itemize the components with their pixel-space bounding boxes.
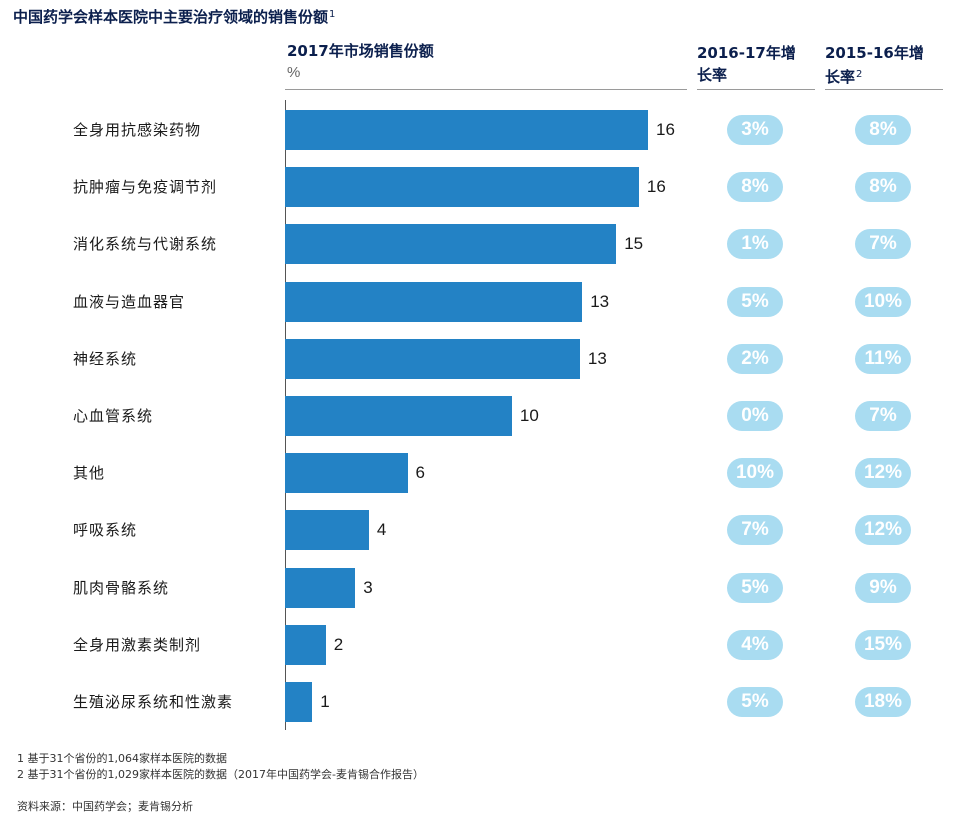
growth-2015-16-pill: 12% [855,458,911,489]
bar-value-label: 6 [415,463,425,483]
bar-value-label: 16 [656,120,675,139]
growth-2016-17-pill: 4% [727,629,783,660]
bar [285,453,408,494]
growth-2016-17-pill: 0% [727,401,783,431]
bar-value-label: 13 [587,348,607,368]
growth-2015-16-pill: 12% [855,515,911,546]
growth-2016-17-pill: 8% [727,172,783,203]
source-note: 资料来源：中国药学会；麦肯锡分析 [17,800,193,813]
growth-2015-16-pill: 8% [855,115,911,145]
growth-2015-16-pill: 10% [855,286,911,317]
category-label: 全身用激素类制剂 [73,635,202,654]
growth-2016-17-pill: 5% [727,286,783,317]
growth-2015-16-pill: 18% [855,687,911,717]
bar-value-label: 2 [333,634,344,654]
bar [285,567,356,608]
bar [285,682,313,722]
category-label: 呼吸系统 [73,521,138,540]
chart-title: 中国药学会样本医院中主要治疗领域的销售份额1 [13,8,336,26]
growth-2016-17-pill: 3% [727,115,783,145]
bar [285,224,617,265]
growth-2016-17-pill: 5% [727,572,783,603]
bar-value-label: 1 [320,692,330,711]
bar-value-label: 13 [590,291,610,311]
share-header-rule [285,89,687,90]
share-column-header: 2017年市场销售份额 [287,42,434,60]
footnote-1: 1 基于31个省份的1,064家样本医院的数据 [17,752,227,765]
bar [285,167,639,208]
bar-value-label: 10 [519,406,539,425]
bar [285,110,648,150]
bar-value-label: 15 [624,234,644,254]
category-label: 其他 [73,464,106,483]
bar [285,281,583,322]
share-unit-label: % [287,64,301,81]
growth-2015-16-pill: 15% [855,629,911,660]
growth-2016-17-pill: 10% [727,458,783,489]
growth-2016-17-pill: 5% [727,687,783,717]
growth-2016-17-header: 2016-17年增 长率 [697,44,796,84]
growth-2015-16-pill: 7% [855,229,911,260]
bar-value-label: 16 [646,177,666,197]
growth-2016-17-pill: 2% [727,343,783,374]
bar [285,624,326,665]
category-label: 神经系统 [73,349,138,368]
category-label: 消化系统与代谢系统 [73,235,218,254]
growth-2016-17-pill: 1% [727,229,783,260]
bar-value-label: 3 [363,577,373,597]
growth-2015-16-pill: 9% [855,572,911,603]
bar [285,338,580,379]
growth-2015-16-header: 2015-16年增 长率2 [825,44,924,86]
footnote-2: 2 基于31个省份的1,029家样本医院的数据（2017年中国药学会-麦肯锡合作… [17,768,424,781]
growth-2015-16-rule [825,89,943,90]
category-label: 心血管系统 [73,407,154,425]
growth-2015-16-pill: 11% [855,343,911,374]
growth-2016-17-rule [697,89,815,90]
growth-2016-17-pill: 7% [727,515,783,546]
category-label: 全身用抗感染药物 [73,121,202,139]
growth-2015-16-pill: 8% [855,172,911,203]
bar [285,396,512,436]
bar-value-label: 4 [376,520,387,540]
growth-2015-16-pill: 7% [855,401,911,431]
category-label: 肌肉骨骼系统 [73,578,170,597]
category-label: 抗肿瘤与免疫调节剂 [73,178,218,197]
category-label: 生殖泌尿系统和性激素 [73,693,234,711]
bar [285,510,369,551]
category-label: 血液与造血器官 [73,292,186,311]
